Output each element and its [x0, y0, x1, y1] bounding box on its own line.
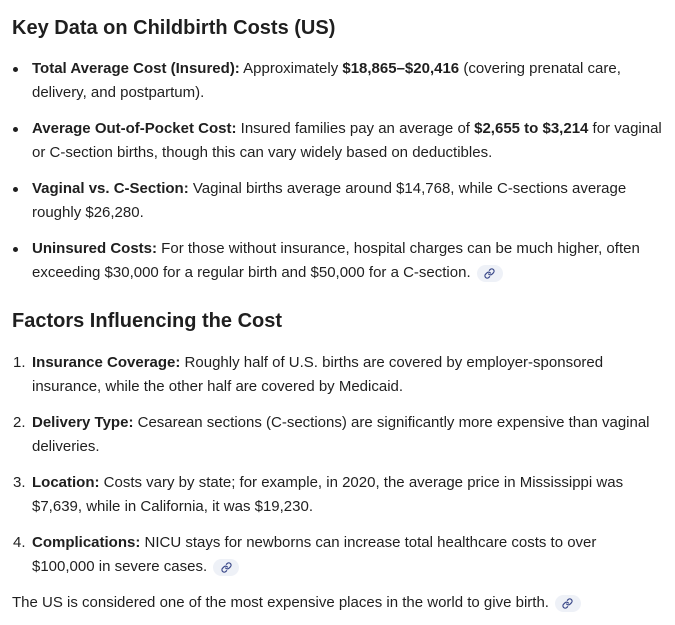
item-number: 4.	[13, 534, 26, 551]
item-label: Complications:	[32, 534, 141, 551]
link-icon	[221, 562, 232, 573]
item-label: Total Average Cost (Insured):	[32, 60, 240, 77]
item-text: for vaginal or C-section births, though …	[32, 120, 662, 161]
list-item: Vaginal vs. C-Section: Vaginal births av…	[12, 177, 662, 225]
item-text: Roughly half of U.S. births are covered …	[32, 354, 604, 395]
section-heading-key-data: Key Data on Childbirth Costs (US)	[12, 17, 336, 39]
response-content: Key Data on Childbirth Costs (US) Total …	[12, 14, 662, 615]
item-text: Costs vary by state; for example, in 202…	[32, 474, 624, 515]
item-label: Insurance Coverage:	[32, 354, 181, 371]
item-label: Location:	[32, 474, 100, 491]
item-highlight: $2,655 to $3,214	[474, 120, 589, 137]
item-text: Cesarean sections (C-sections) are signi…	[32, 414, 650, 455]
item-text: (covering prenatal care, delivery, and p…	[32, 60, 621, 101]
citation-link-button[interactable]	[476, 265, 503, 282]
list-item: 3. Location: Costs vary by state; for exa…	[12, 471, 662, 519]
item-label: Uninsured Costs:	[32, 240, 158, 257]
list-item: 4. Complications: NICU stays for newborns…	[12, 531, 662, 579]
list-item: Total Average Cost (Insured): Approximat…	[12, 57, 662, 105]
item-number: 3.	[13, 474, 26, 491]
item-text: Vaginal births average around $14,768, w…	[32, 180, 627, 221]
item-text: For those without insurance, hospital ch…	[32, 240, 640, 281]
list-item: 1. Insurance Coverage: Roughly half of U.…	[12, 351, 662, 399]
item-text: NICU stays for newborns can increase tot…	[32, 534, 597, 575]
item-label: Delivery Type:	[32, 414, 134, 431]
item-highlight: $18,865–$20,416	[342, 60, 460, 77]
closing-paragraph: The US is considered one of the most exp…	[12, 591, 662, 615]
citation-link-button[interactable]	[554, 595, 581, 612]
list-item: Average Out-of-Pocket Cost: Insured fami…	[12, 117, 662, 165]
factors-list: 1. Insurance Coverage: Roughly half of U.…	[12, 351, 662, 579]
link-icon	[484, 268, 495, 279]
key-data-list: Total Average Cost (Insured): Approximat…	[12, 57, 662, 285]
item-text: Insured families pay an average of	[236, 120, 475, 137]
list-item: 2. Delivery Type: Cesarean sections (C-se…	[12, 411, 662, 459]
closing-text: The US is considered one of the most exp…	[12, 594, 549, 611]
section-heading-factors: Factors Influencing the Cost	[12, 310, 283, 332]
list-item: Uninsured Costs: For those without insur…	[12, 237, 662, 285]
item-label: Average Out-of-Pocket Cost:	[32, 120, 237, 137]
item-number: 1.	[13, 354, 26, 371]
item-number: 2.	[13, 414, 26, 431]
item-label: Vaginal vs. C-Section:	[32, 180, 189, 197]
link-icon	[562, 598, 574, 609]
citation-link-button[interactable]	[213, 559, 240, 576]
item-text: Approximately	[239, 60, 343, 77]
